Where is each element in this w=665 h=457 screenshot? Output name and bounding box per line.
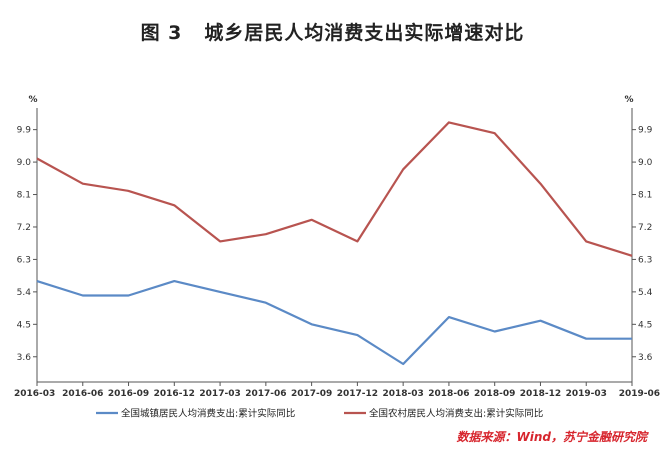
y-tick-left-label: 6.3 <box>17 255 31 265</box>
x-tick-label: 2018-03 <box>382 389 423 399</box>
x-tick-label: 2017-03 <box>199 389 240 399</box>
x-tick-label: 2016-12 <box>154 389 195 399</box>
chart-title: 图 3 城乡居民人均消费支出实际增速对比 <box>0 18 665 45</box>
x-tick-label: 2017-09 <box>291 389 332 399</box>
legend-label: 全国农村居民人均消费支出:累计实际同比 <box>369 408 543 420</box>
y-tick-left-label: 7.2 <box>17 223 31 233</box>
y-tick-left-label: 5.4 <box>17 288 32 298</box>
x-tick-label: 2018-06 <box>428 389 469 399</box>
title-text: 城乡居民人均消费支出实际增速对比 <box>204 22 525 44</box>
x-tick-label: 2017-12 <box>337 389 378 399</box>
y-tick-left-label: 9.0 <box>17 158 32 168</box>
y-tick-right-label: 9.0 <box>638 158 653 168</box>
x-tick-label: 2018-12 <box>520 389 561 399</box>
y-tick-left-label: 4.5 <box>17 320 31 330</box>
y-tick-left-label: 3.6 <box>17 353 32 363</box>
x-tick-label: 2017-06 <box>245 389 286 399</box>
axes <box>36 108 633 383</box>
x-tick-label: 2016-03 <box>14 389 55 399</box>
figure-number: 图 3 <box>140 22 183 44</box>
y-tick-left-label: 8.1 <box>17 191 31 201</box>
y-tick-right-label: 8.1 <box>638 191 652 201</box>
x-tick-label: 2018-09 <box>474 389 515 399</box>
x-tick-label: 2019-03 <box>566 389 607 399</box>
y-tick-right-label: 6.3 <box>638 255 652 265</box>
y-tick-right-label: 9.9 <box>638 126 653 136</box>
y-tick-right-label: 7.2 <box>638 223 652 233</box>
y-unit-left: % <box>28 95 37 105</box>
series-line-rural <box>36 121 633 257</box>
x-tick-label: 2016-06 <box>62 389 103 399</box>
y-tick-right-label: 4.5 <box>638 320 652 330</box>
legend-label: 全国城镇居民人均消费支出:累计实际同比 <box>121 408 295 420</box>
ticks: % % 3.6 3.6 4.5 4.5 5.4 5.4 6.3 6.3 7.2 7.2 8.1 8.1 9.… <box>14 95 660 399</box>
legend: 全国城镇居民人均消费支出:累计实际同比 全国农村居民人均消费支出:累计实际同比 <box>96 408 543 420</box>
x-tick-label: 2019-06 <box>619 389 660 399</box>
data-source: 数据来源：Wind，苏宁金融研究院 <box>456 430 647 444</box>
x-tick-label: 2016-09 <box>108 389 149 399</box>
series-line-urban <box>36 280 632 366</box>
y-unit-right: % <box>624 95 633 105</box>
y-tick-right-label: 3.6 <box>638 353 653 363</box>
y-tick-right-label: 5.4 <box>638 288 653 298</box>
series-lines <box>36 121 633 366</box>
y-tick-left-label: 9.9 <box>17 126 32 136</box>
